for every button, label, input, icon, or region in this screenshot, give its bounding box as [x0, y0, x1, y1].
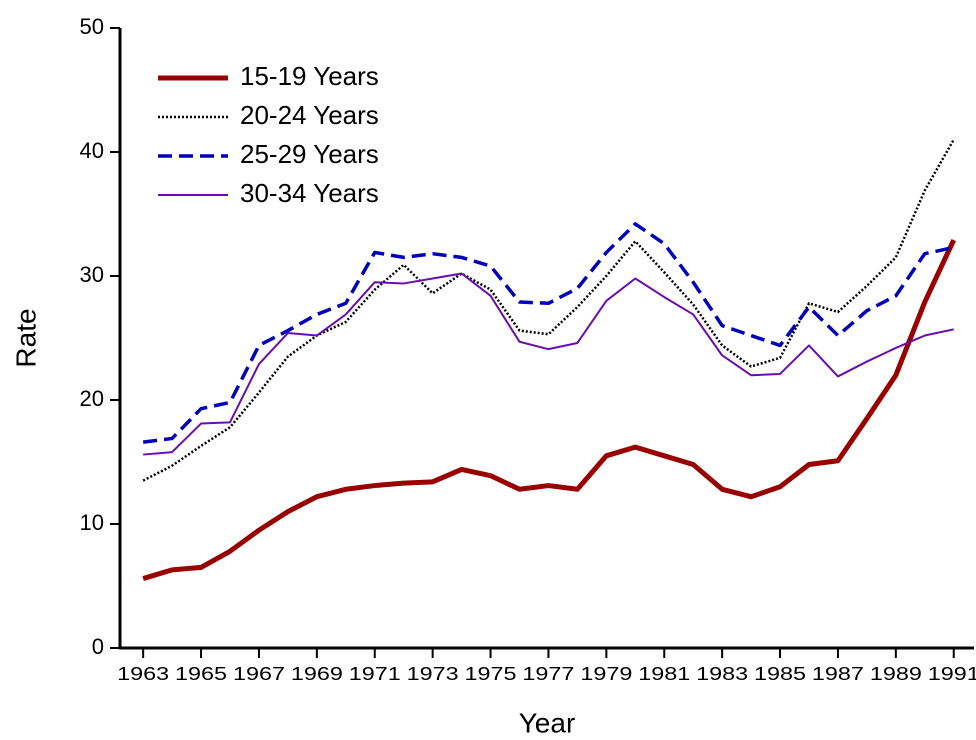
legend-label: 25-29 Years [240, 139, 379, 169]
x-tick-label: 1969 [291, 664, 343, 684]
x-tick-label: 1967 [233, 664, 285, 684]
y-tick-label: 40 [80, 138, 104, 163]
x-tick-label: 1987 [812, 664, 864, 684]
series-line [142, 222, 955, 444]
x-tick-label: 1973 [407, 664, 459, 684]
x-tick-label: 1977 [522, 664, 574, 684]
legend-label: 30-34 Years [240, 178, 379, 208]
x-tick-label: 1981 [638, 664, 690, 684]
x-tick-label: 1985 [754, 664, 806, 684]
series-line [142, 238, 957, 581]
y-tick-label: 50 [80, 14, 104, 39]
x-tick-label: 1989 [870, 664, 922, 684]
x-tick-label: 1983 [696, 664, 748, 684]
x-tick-label: 1963 [117, 664, 169, 684]
series-line [143, 272, 954, 456]
legend-label: 15-19 Years [240, 61, 379, 91]
x-tick-label: 1975 [465, 664, 517, 684]
y-tick-label: 30 [80, 262, 104, 287]
x-tick-label: 1965 [175, 664, 227, 684]
x-axis-label: Year [519, 707, 576, 738]
x-tick-label: 1979 [580, 664, 632, 684]
y-tick-label: 0 [92, 634, 104, 659]
series-line [142, 138, 955, 482]
y-tick-label: 20 [80, 386, 104, 411]
legend-label: 20-24 Years [240, 100, 379, 130]
x-tick-label: 1971 [349, 664, 401, 684]
x-tick-label: 1991 [928, 664, 976, 684]
y-tick-label: 10 [80, 510, 104, 535]
y-axis-label: Rate [10, 308, 41, 367]
